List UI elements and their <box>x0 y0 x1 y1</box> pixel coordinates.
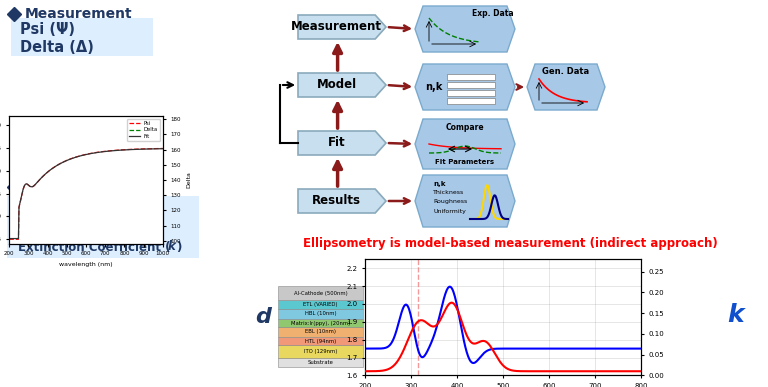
Text: Uniformity: Uniformity <box>433 209 466 214</box>
FancyBboxPatch shape <box>278 309 363 319</box>
Y-axis label: Delta: Delta <box>187 171 191 188</box>
Text: Thickness: Thickness <box>433 190 464 195</box>
FancyBboxPatch shape <box>7 196 199 258</box>
Polygon shape <box>298 15 386 39</box>
FancyBboxPatch shape <box>278 286 363 300</box>
Text: Gen. Data: Gen. Data <box>542 67 590 77</box>
FancyBboxPatch shape <box>278 337 363 345</box>
Text: n: n <box>366 303 384 327</box>
Psi <box>5 237 15 241</box>
Fit <box>95 150 104 154</box>
Psi <box>144 146 153 151</box>
FancyBboxPatch shape <box>278 327 363 337</box>
Fit <box>134 147 144 152</box>
Text: k: k <box>168 240 176 253</box>
Psi <box>158 146 167 151</box>
Text: n,k: n,k <box>425 82 442 92</box>
Text: Model: Model <box>316 79 356 91</box>
Fit <box>144 147 153 151</box>
Fit <box>5 236 14 241</box>
FancyBboxPatch shape <box>447 90 495 96</box>
Text: ): ) <box>176 240 181 253</box>
Text: Film Thickness (: Film Thickness ( <box>18 202 125 216</box>
Text: Measurement: Measurement <box>25 7 133 21</box>
Text: ): ) <box>144 202 149 216</box>
FancyBboxPatch shape <box>278 319 363 327</box>
Polygon shape <box>415 175 515 227</box>
Text: Compare: Compare <box>445 123 485 132</box>
Text: Exp. Data: Exp. Data <box>472 10 514 19</box>
Text: Al-Cathode (500nm): Al-Cathode (500nm) <box>293 291 347 296</box>
Fit <box>98 149 108 154</box>
FancyBboxPatch shape <box>11 18 153 56</box>
Text: Substrate: Substrate <box>307 360 333 365</box>
FancyBboxPatch shape <box>447 74 495 80</box>
Text: k: k <box>728 303 744 327</box>
Text: d: d <box>136 202 144 216</box>
Fit <box>96 150 105 154</box>
Psi <box>98 149 108 154</box>
Text: d: d <box>255 307 271 327</box>
Polygon shape <box>527 64 605 110</box>
Text: Roughness: Roughness <box>433 200 467 204</box>
FancyBboxPatch shape <box>447 82 495 88</box>
Text: n: n <box>144 223 152 236</box>
Polygon shape <box>415 64 515 110</box>
Text: Delta (Δ): Delta (Δ) <box>20 39 94 55</box>
Psi <box>5 237 14 241</box>
Text: Ellipsometry is model-based measurement (indirect approach): Ellipsometry is model-based measurement … <box>303 238 717 250</box>
Polygon shape <box>298 189 386 213</box>
X-axis label: wavelength (nm): wavelength (nm) <box>59 262 113 267</box>
FancyBboxPatch shape <box>278 345 363 358</box>
Line: Fit: Fit <box>9 149 163 238</box>
Legend: Psi, Delta, Fit: Psi, Delta, Fit <box>127 119 161 141</box>
Line: Psi: Psi <box>9 149 163 239</box>
Text: Matrix:Ir(ppy), (20nm): Matrix:Ir(ppy), (20nm) <box>291 320 350 325</box>
Fit <box>5 236 15 241</box>
Psi <box>96 149 105 154</box>
Text: ETL (VARIED): ETL (VARIED) <box>303 302 338 307</box>
Text: Extinction Coefficient (: Extinction Coefficient ( <box>18 240 170 253</box>
Text: HTL (94nm): HTL (94nm) <box>305 339 336 344</box>
Polygon shape <box>415 119 515 169</box>
Text: n,k: n,k <box>433 181 445 187</box>
Text: Psi (Ψ): Psi (Ψ) <box>20 22 75 36</box>
FancyBboxPatch shape <box>278 358 363 367</box>
Text: EBL (10nm): EBL (10nm) <box>305 329 336 334</box>
Fit <box>158 146 167 151</box>
Text: Refractive Index (: Refractive Index ( <box>18 223 137 236</box>
FancyBboxPatch shape <box>278 300 363 309</box>
Psi <box>134 147 144 151</box>
Polygon shape <box>298 131 386 155</box>
Text: Fit: Fit <box>328 137 346 149</box>
Polygon shape <box>298 73 386 97</box>
Text: Fit Parameters: Fit Parameters <box>435 159 495 165</box>
Text: Measurement: Measurement <box>291 21 382 34</box>
Text: Results: Results <box>312 195 361 207</box>
Psi <box>95 150 104 154</box>
Text: HBL (10nm): HBL (10nm) <box>305 312 336 317</box>
Text: ): ) <box>152 223 157 236</box>
Text: Analysis: Analysis <box>25 180 90 194</box>
Text: ITO (129nm): ITO (129nm) <box>304 349 337 354</box>
FancyBboxPatch shape <box>447 98 495 104</box>
Polygon shape <box>415 6 515 52</box>
